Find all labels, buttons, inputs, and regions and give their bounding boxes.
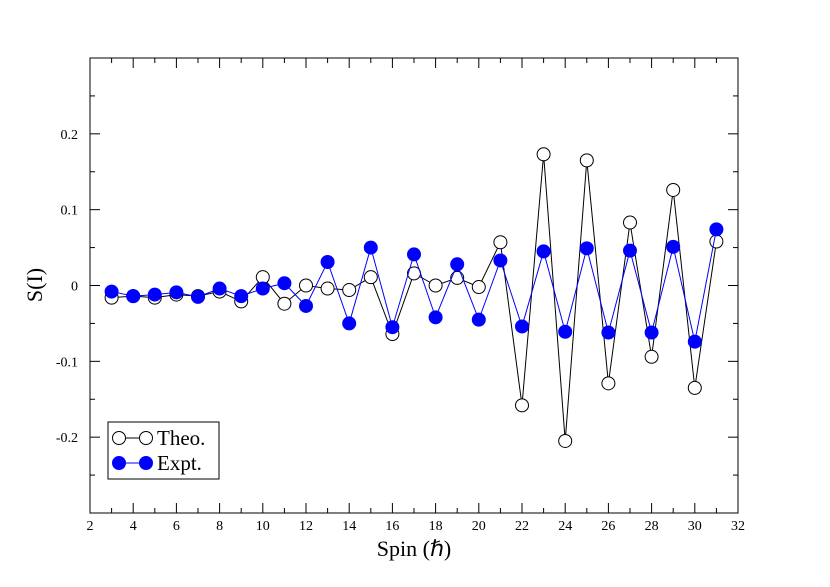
data-point [363,240,378,255]
x-tick-label: 22 [515,519,529,534]
data-point [363,270,378,285]
legend-marker [112,431,126,445]
data-point [104,284,119,299]
legend: Theo.Expt. [107,421,220,480]
data-point [428,310,443,325]
x-tick-label: 16 [385,519,399,534]
data-point [450,270,465,285]
data-point [212,281,227,296]
series-expt [104,222,724,349]
legend-marker [112,456,126,470]
y-tick-label: -0.2 [56,431,78,446]
x-tick-label: 8 [216,519,223,534]
data-point [428,278,443,293]
legend-marker [139,431,153,445]
x-tick-label: 30 [688,519,702,534]
data-point [385,320,400,335]
x-tick-label: 28 [645,519,659,534]
data-point [709,234,724,249]
x-tick-label: 4 [130,519,137,534]
y-tick-label: -0.1 [56,355,78,370]
data-point [126,289,141,304]
x-tick-label: 20 [472,519,486,534]
data-point [623,215,637,230]
data-point [234,289,249,304]
data-point [644,325,659,340]
data-point [644,349,659,364]
x-tick-label: 18 [429,519,443,534]
x-tick-label: 24 [558,519,572,534]
data-point [342,316,357,331]
legend-entry: Expt. [112,451,202,475]
data-point [299,298,313,313]
data-point [536,147,551,162]
legend-marker [139,456,153,470]
data-point [601,325,616,340]
data-point [558,433,573,448]
data-point [623,243,637,258]
x-axis-title: Spin (ℏ) [377,536,451,561]
data-point [191,289,205,304]
legend-label: Expt. [157,451,202,475]
x-tick-label: 26 [601,519,615,534]
data-point [255,281,270,296]
x-tick-label: 14 [342,519,356,534]
data-point [299,278,313,293]
data-point [342,283,357,298]
data-point [579,153,594,168]
legend-label: Theo. [157,426,205,450]
data-point [536,244,551,259]
x-tick-label: 6 [173,519,180,534]
x-tick-label: 32 [731,519,745,534]
data-point [493,235,508,250]
data-point [277,276,292,291]
data-point [407,247,421,262]
legend-box [107,421,220,480]
data-point [515,319,529,334]
data-point [579,241,594,256]
data-point [169,285,184,300]
data-point [515,398,529,413]
data-point [147,287,162,302]
data-point [687,380,702,395]
data-point [277,296,292,311]
y-tick-label: 0 [71,280,78,295]
data-point [320,281,335,296]
data-point [450,257,465,272]
axis-ticks [89,58,739,513]
data-point [320,254,335,269]
data-point [558,324,573,339]
axis-tick-labels: 2 4 6 8 10 12 14 16 18 20 22 24 26 28 30 32-0.2-0.100.1… [56,128,745,534]
y-tick-label: 0.1 [61,204,79,219]
series-layer [104,147,724,448]
x-tick-label: 12 [299,519,313,534]
data-point [471,280,486,295]
data-point [709,222,724,237]
data-point [471,312,486,327]
x-tick-label: 10 [256,519,270,534]
y-axis-title: S(I) [22,268,47,302]
x-tick-label: 2 [87,519,94,534]
data-point [666,239,681,254]
data-point [493,253,508,268]
y-tick-label: 0.2 [61,128,79,143]
data-point [601,376,616,391]
data-point [666,182,681,197]
legend-entry: Theo. [112,426,205,450]
data-point [687,334,702,349]
